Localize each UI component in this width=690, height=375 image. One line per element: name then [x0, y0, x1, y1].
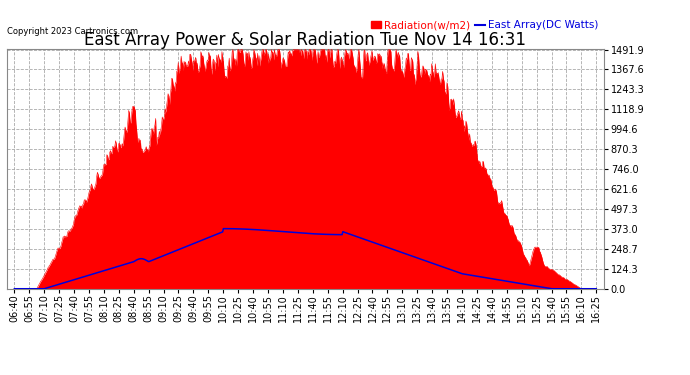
Title: East Array Power & Solar Radiation Tue Nov 14 16:31: East Array Power & Solar Radiation Tue N… — [84, 31, 526, 49]
Text: Copyright 2023 Cartronics.com: Copyright 2023 Cartronics.com — [7, 27, 138, 36]
Legend: Radiation(w/m2), East Array(DC Watts): Radiation(w/m2), East Array(DC Watts) — [371, 20, 598, 30]
